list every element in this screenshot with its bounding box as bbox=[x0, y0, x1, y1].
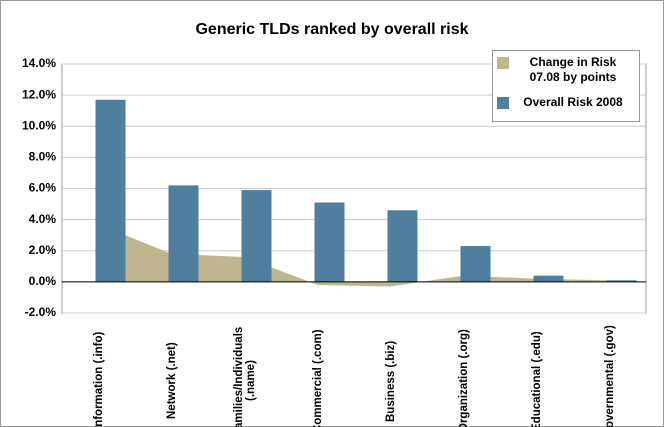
x-label-box: Business (.biz) bbox=[371, 317, 411, 427]
x-label-box: Network (.net) bbox=[152, 317, 192, 427]
x-tick-label: Organization (.org) bbox=[457, 329, 470, 427]
legend-label: Change in Risk 07.08 by points bbox=[529, 55, 617, 84]
y-tick-label: -2.0% bbox=[25, 305, 57, 319]
x-tick-label: Governmental (.gov) bbox=[603, 325, 616, 427]
x-label-box: Educational (.edu) bbox=[517, 317, 557, 427]
x-tick-label: Commercial (.com) bbox=[311, 329, 324, 427]
y-tick-label: 0.0% bbox=[29, 274, 57, 288]
bar bbox=[168, 185, 199, 282]
x-tick-label: Information (.info) bbox=[92, 331, 105, 427]
legend-label: Overall Risk 2008 bbox=[523, 95, 623, 109]
x-label-box: Information (.info) bbox=[79, 317, 119, 427]
x-tick-label: Families/Individuals (.name) bbox=[232, 326, 257, 427]
area bbox=[98, 224, 610, 287]
chart-title: Generic TLDs ranked by overall risk bbox=[195, 21, 468, 38]
x-tick-label: Network (.net) bbox=[165, 342, 178, 420]
bar bbox=[314, 202, 345, 282]
x-tick-label: Business (.biz) bbox=[384, 340, 397, 422]
bar bbox=[95, 99, 126, 282]
bar bbox=[241, 190, 272, 282]
legend-swatch bbox=[497, 97, 509, 109]
x-label-box: Organization (.org) bbox=[444, 317, 484, 427]
x-label-box: Families/Individuals (.name) bbox=[225, 317, 265, 427]
x-label-box: Governmental (.gov) bbox=[590, 317, 630, 427]
y-tick-label: 12.0% bbox=[22, 87, 56, 101]
bar bbox=[606, 280, 637, 282]
x-label-box: Commercial (.com) bbox=[298, 317, 338, 427]
y-tick-label: 4.0% bbox=[29, 212, 57, 226]
legend-item: Change in Risk 07.08 by points bbox=[497, 55, 633, 85]
bar bbox=[460, 246, 491, 282]
y-tick-label: 14.0% bbox=[22, 56, 56, 70]
legend-item: Overall Risk 2008 bbox=[497, 95, 633, 110]
y-tick-label: 8.0% bbox=[29, 150, 57, 164]
y-tick-label: 10.0% bbox=[22, 118, 56, 132]
y-tick-label: 6.0% bbox=[29, 181, 57, 195]
legend-swatch bbox=[497, 57, 509, 69]
legend: Change in Risk 07.08 by points Overall Ri… bbox=[492, 50, 640, 122]
bar bbox=[533, 275, 564, 282]
bar bbox=[387, 210, 418, 282]
x-tick-label: Educational (.edu) bbox=[530, 331, 543, 427]
y-tick-label: 2.0% bbox=[29, 243, 57, 257]
